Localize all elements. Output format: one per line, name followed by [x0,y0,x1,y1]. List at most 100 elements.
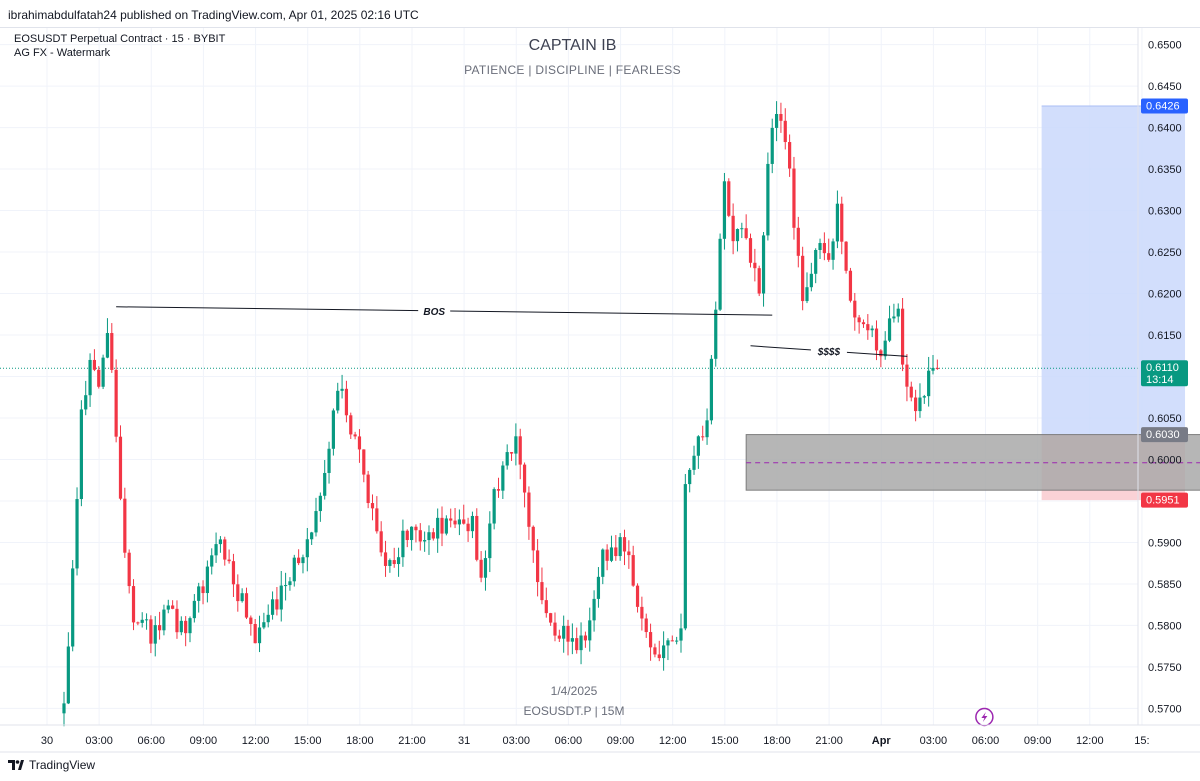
candle-body [870,328,874,331]
candle-body [653,647,657,655]
price-label-text: 0.6030 [1146,429,1180,441]
time-tick-label: 30 [41,735,53,747]
tradingview-footer[interactable]: TradingView [8,758,95,772]
candle-body [405,530,409,541]
time-tick-label: 03:00 [502,735,530,747]
candle-body [844,241,848,271]
time-tick-label: 18:00 [763,735,791,747]
tradingview-logo-icon [8,760,24,770]
candle-body [579,635,583,651]
candle-body [675,640,679,642]
liquidity-label: $$$$ [817,347,841,358]
bos-label-bg [418,302,451,319]
time-tick-label: 03:00 [920,735,948,747]
candle-body [509,452,514,454]
candle-body [314,511,318,533]
candle-body [731,215,735,242]
candle-body [918,397,922,412]
candle-body [796,227,800,256]
candle-body [566,625,570,642]
symbol-legend[interactable]: EOSUSDT Perpetual Contract · 15 · BYBIT [14,33,226,45]
candle-body [692,455,696,470]
candle-body [527,492,531,527]
candle-body [522,464,527,493]
liquidity-label-bg [810,343,847,360]
candle-body [118,436,123,499]
candle-body [536,550,540,583]
time-tick-label: 09:00 [190,735,218,747]
candle-body [518,436,522,465]
candle-body [853,300,857,318]
price-chart[interactable]: BOS $$$$ 0.5700 0.5750 0.5800 0.5850 0.5900 0.… [0,28,1200,753]
candle-body [714,309,718,359]
candle-body [549,613,553,623]
candle-body [840,203,844,242]
candle-body [184,620,188,634]
candle-body [531,526,535,551]
candle-body [835,203,840,242]
candle-body [935,367,939,369]
candle-body [301,557,305,564]
candle-body [349,415,353,435]
candle-body [362,449,366,475]
candle-body [310,532,314,540]
candle-body [740,228,744,230]
publisher-line: ibrahimabdulfatah24 published on Trading… [8,8,419,22]
time-tick-label: 06:00 [972,735,1000,747]
candle-body [418,530,422,542]
candle-body [436,517,440,539]
candle-body [210,555,214,567]
candle-body [231,561,236,585]
candle-body [240,593,244,602]
candle-body [162,609,166,631]
candle-body [774,114,779,128]
watermark-date: 1/4/2025 [550,684,598,698]
candle-body [909,386,913,398]
candle-body [822,243,826,254]
time-tick-label: 15:00 [711,735,739,747]
candle-body [123,498,127,553]
candle-body [344,388,349,416]
candle-body [557,635,561,639]
watermark-subtitle: PATIENCE | DISCIPLINE | FEARLESS [464,63,681,77]
candle-body [927,370,931,397]
candle-body [197,586,201,601]
candle-body [883,340,887,357]
candle-body [914,397,918,412]
candle-body [792,168,796,228]
candle-body [679,628,683,641]
candle-body [605,549,609,561]
candle-body [683,484,687,629]
candle-body [831,241,835,260]
price-tick-label: 0.6200 [1148,289,1182,301]
indicator-legend[interactable]: AG FX - Watermark [14,47,111,59]
price-tick-label: 0.6400 [1148,123,1182,135]
candle-body [866,324,870,331]
candle-body [175,608,179,633]
candle-body [492,489,496,524]
candle-body [97,369,101,387]
candle-body [931,367,935,371]
price-tick-label: 0.5850 [1148,579,1182,591]
candle-body [266,614,270,623]
time-tick-label: 03:00 [85,735,113,747]
candle-body [218,539,223,545]
candle-body [366,474,370,504]
candle-body [275,599,279,610]
candle-body [666,640,670,646]
candle-body [827,253,831,260]
header-divider [0,27,1200,28]
candle-body [744,228,748,239]
chart-zones [0,105,1200,501]
candle-body [71,568,75,647]
candle-body [801,255,805,302]
chart-annotations: BOS $$$$ [116,302,994,727]
candle-body [618,537,622,557]
candle-body [627,551,631,556]
candle-body [540,582,544,601]
price-tick-label: 0.6000 [1148,454,1182,466]
candle-body [857,317,861,323]
candle-body [770,127,774,164]
candle-body [779,114,783,121]
